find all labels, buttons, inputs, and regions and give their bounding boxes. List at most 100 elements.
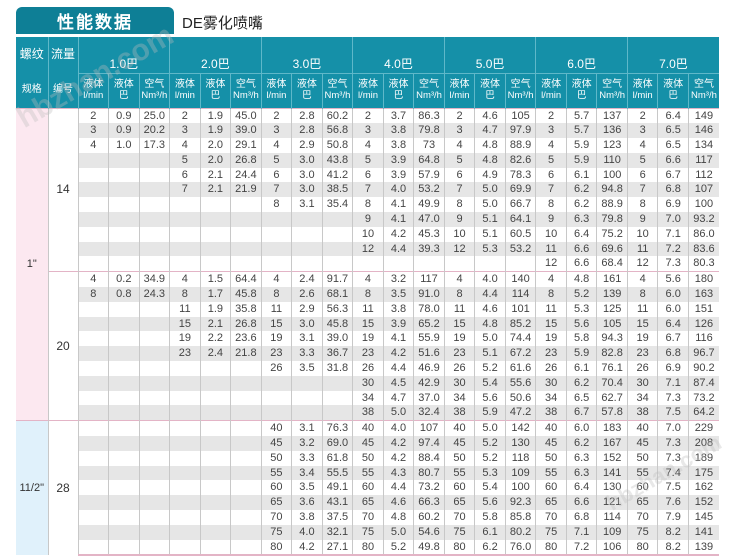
data-cell: 4: [352, 271, 384, 288]
data-cell: 53.2: [504, 241, 536, 257]
data-cell: 87.4: [687, 375, 719, 391]
data-cell: [77, 390, 109, 406]
data-cell: 55: [260, 465, 292, 481]
data-cell: 6.1: [474, 524, 506, 540]
data-cell: 4.6: [474, 107, 506, 124]
data-cell: [108, 390, 140, 406]
data-cell: 3.5: [291, 361, 323, 376]
data-cell: 106: [596, 539, 628, 557]
data-cell: 50: [352, 450, 384, 466]
unit-value: 巴: [668, 89, 678, 101]
unit-header: 空气 Nm³/h: [596, 72, 628, 108]
table-row: 55 3.4 55.5 55 4.3 80.7 55 5.3 109 55 6.3 141 55 7.4 1…: [16, 465, 719, 481]
data-cell: [199, 405, 231, 421]
unit-header: 液体 l/min: [260, 72, 292, 108]
data-cell: 5.6: [474, 390, 506, 406]
data-cell: 30: [443, 375, 475, 391]
data-cell: 6.2: [565, 375, 597, 391]
data-cell: 65: [626, 495, 658, 511]
data-cell: 88.4: [413, 450, 445, 466]
data-cell: 109: [596, 524, 628, 540]
data-cell: 2.1: [199, 167, 231, 183]
data-cell: 62.7: [596, 390, 628, 406]
data-cell: [138, 405, 170, 421]
data-cell: 80: [535, 539, 567, 557]
unit-value: Nm³/h: [324, 89, 351, 101]
data-cell: 7.4: [657, 465, 689, 481]
data-cell: [77, 405, 109, 421]
data-cell: 79.8: [596, 212, 628, 227]
unit-value: 巴: [576, 89, 587, 101]
data-cell: 73.2: [687, 390, 719, 406]
data-cell: 24.4: [230, 167, 262, 183]
unit-label: 液体: [296, 79, 317, 91]
data-cell: 3.3: [291, 346, 323, 362]
data-cell: 60.5: [504, 226, 536, 242]
data-cell: 26: [443, 361, 475, 376]
data-cell: 41.2: [321, 167, 353, 183]
data-cell: [230, 480, 262, 496]
unit-header: 液体 l/min: [77, 72, 109, 108]
data-cell: [260, 405, 292, 421]
data-cell: 5.2: [474, 450, 506, 466]
data-cell: [108, 241, 140, 257]
data-cell: 49.8: [413, 539, 445, 557]
data-cell: 40: [535, 420, 567, 437]
data-cell: 6.2: [565, 197, 597, 213]
data-cell: 6.4: [657, 107, 689, 124]
data-cell: 3.0: [291, 182, 323, 198]
data-cell: 38: [626, 405, 658, 421]
data-cell: 11: [169, 301, 201, 317]
data-cell: [77, 346, 109, 362]
data-cell: [138, 436, 170, 451]
table-row: 8 3.1 35.4 8 4.1 49.9 8 5.0 66.7 8 6.2 88.9 8 6.9 100: [16, 197, 719, 213]
table-row: 1" 14 2 0.9 25.0 2 1.9 45.0 2 2.8 60.2 2 3.7 86.3 2 4.6…: [16, 107, 719, 421]
data-cell: [169, 226, 201, 242]
table-row: 11/2" 28 40 3.1 76.3 40 4.0 107 40 5.0 142 40 6.0 183…: [16, 420, 719, 556]
data-cell: [77, 226, 109, 242]
data-cell: 4.8: [382, 510, 414, 525]
data-cell: [138, 301, 170, 317]
unit-label: 液体: [174, 79, 195, 91]
data-cell: 8.2: [657, 539, 689, 557]
data-cell: 45: [535, 436, 567, 451]
data-cell: [260, 375, 292, 391]
data-cell: [199, 256, 231, 272]
data-cell: 3.6: [291, 495, 323, 511]
data-cell: [321, 226, 353, 242]
data-cell: [230, 510, 262, 525]
data-cell: 6.7: [657, 167, 689, 183]
data-cell: 60: [535, 480, 567, 496]
data-cell: 26: [260, 361, 292, 376]
table-row: 65 3.6 43.1 65 4.6 66.3 65 5.6 92.3 65 6.6 121 65 7.6…: [16, 495, 719, 511]
data-cell: 7.2: [657, 241, 689, 257]
data-cell: [77, 301, 109, 317]
data-cell: 15: [535, 316, 567, 332]
data-cell: 4.0: [382, 420, 414, 437]
data-cell: [474, 256, 506, 272]
data-cell: 9: [352, 212, 384, 227]
unit-header: 液体巴: [565, 72, 597, 108]
data-cell: 5: [535, 152, 567, 168]
data-cell: 4.8: [474, 316, 506, 332]
data-cell: 67.2: [504, 346, 536, 362]
data-cell: 4.6: [474, 301, 506, 317]
data-cell: 45: [626, 436, 658, 451]
data-cell: [77, 436, 109, 451]
data-cell: 85.2: [504, 316, 536, 332]
data-cell: 9: [535, 212, 567, 227]
data-cell: 49.1: [321, 480, 353, 496]
data-cell: 57.9: [413, 167, 445, 183]
data-cell: 3: [77, 123, 109, 139]
data-cell: 1.7: [199, 287, 231, 302]
data-cell: 6: [443, 167, 475, 183]
data-cell: 8: [535, 287, 567, 302]
data-cell: 130: [504, 436, 536, 451]
spec-header-top: 螺纹: [16, 37, 49, 73]
data-cell: 60.2: [321, 107, 353, 124]
flow-number-cell: 28: [47, 420, 79, 556]
unit-value: Nm³/h: [507, 89, 534, 101]
data-cell: 69.6: [596, 241, 628, 257]
data-cell: 7.5: [657, 405, 689, 421]
pressure-header: 6.0巴: [535, 37, 628, 73]
